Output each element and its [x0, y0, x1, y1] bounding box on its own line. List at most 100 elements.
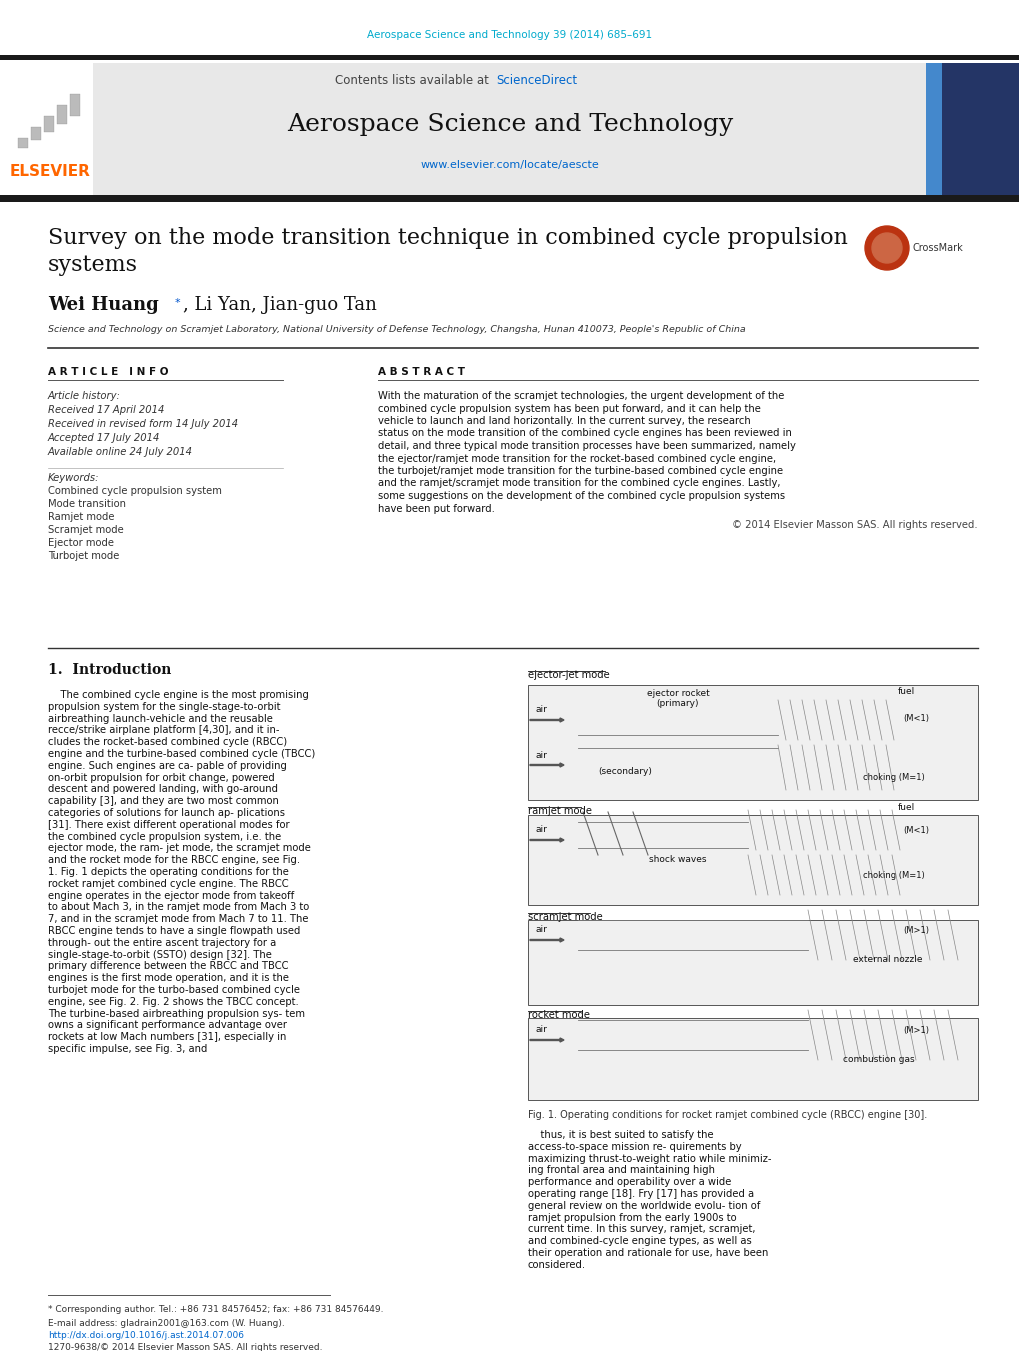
Text: maximizing thrust-to-weight ratio while minimiz-: maximizing thrust-to-weight ratio while …: [528, 1154, 770, 1163]
Bar: [528, 920, 977, 1005]
Text: Keywords:: Keywords:: [48, 473, 100, 484]
Text: descent and powered landing, with go-around: descent and powered landing, with go-aro…: [48, 785, 278, 794]
Bar: [70, 95, 79, 116]
Text: have been put forward.: have been put forward.: [378, 504, 494, 513]
Bar: [0, 195, 1019, 203]
Text: 1270-9638/© 2014 Elsevier Masson SAS. All rights reserved.: 1270-9638/© 2014 Elsevier Masson SAS. Al…: [48, 1343, 322, 1351]
Text: ramjet mode: ramjet mode: [528, 807, 591, 816]
Text: to about Mach 3, in the ramjet mode from Mach 3 to: to about Mach 3, in the ramjet mode from…: [48, 902, 309, 912]
Text: http://dx.doi.org/10.1016/j.ast.2014.07.006: http://dx.doi.org/10.1016/j.ast.2014.07.…: [48, 1332, 244, 1340]
Text: A B S T R A C T: A B S T R A C T: [378, 367, 465, 377]
Text: air: air: [535, 925, 547, 935]
Text: scramjet mode: scramjet mode: [528, 912, 602, 921]
Text: Combined cycle propulsion system: Combined cycle propulsion system: [48, 486, 222, 496]
Text: primary difference between the RBCC and TBCC: primary difference between the RBCC and …: [48, 962, 288, 971]
Text: Article history:: Article history:: [48, 390, 121, 401]
Text: and the ramjet/scramjet mode transition for the combined cycle engines. Lastly,: and the ramjet/scramjet mode transition …: [378, 478, 780, 489]
Text: Turbojet mode: Turbojet mode: [48, 551, 119, 561]
Text: 7, and in the scramjet mode from Mach 7 to 11. The: 7, and in the scramjet mode from Mach 7 …: [48, 915, 308, 924]
Text: current time. In this survey, ramjet, scramjet,: current time. In this survey, ramjet, sc…: [528, 1224, 755, 1235]
Text: ELSEVIER: ELSEVIER: [9, 165, 91, 180]
FancyArrow shape: [530, 717, 564, 721]
Bar: [528, 815, 977, 905]
Text: The combined cycle engine is the most promising: The combined cycle engine is the most pr…: [48, 690, 309, 700]
Text: thus, it is best suited to satisfy the: thus, it is best suited to satisfy the: [528, 1129, 713, 1140]
Text: and combined-cycle engine types, as well as: and combined-cycle engine types, as well…: [528, 1236, 751, 1246]
Text: E-mail address: gladrain2001@163.com (W. Huang).: E-mail address: gladrain2001@163.com (W.…: [48, 1319, 284, 1328]
Text: air: air: [535, 705, 547, 715]
Text: general review on the worldwide evolu- tion of: general review on the worldwide evolu- t…: [528, 1201, 759, 1210]
Text: rockets at low Mach numbers [31], especially in: rockets at low Mach numbers [31], especi…: [48, 1032, 286, 1042]
Text: choking (M=1): choking (M=1): [862, 774, 924, 782]
Text: engine, see Fig. 2. Fig. 2 shows the TBCC concept.: engine, see Fig. 2. Fig. 2 shows the TBC…: [48, 997, 299, 1006]
Text: combined cycle propulsion system has been put forward, and it can help the: combined cycle propulsion system has bee…: [378, 404, 760, 413]
Text: (secondary): (secondary): [597, 767, 651, 777]
Circle shape: [864, 226, 908, 270]
Text: , Li Yan, Jian-guo Tan: , Li Yan, Jian-guo Tan: [182, 296, 376, 313]
Bar: [31, 127, 41, 141]
Text: Available online 24 July 2014: Available online 24 July 2014: [48, 447, 193, 457]
Text: * Corresponding author. Tel.: +86 731 84576452; fax: +86 731 84576449.: * Corresponding author. Tel.: +86 731 84…: [48, 1305, 383, 1315]
Text: detail, and three typical mode transition processes have been summarized, namely: detail, and three typical mode transitio…: [378, 440, 795, 451]
Text: the combined cycle propulsion system, i.e. the: the combined cycle propulsion system, i.…: [48, 832, 281, 842]
Bar: [925, 63, 1019, 195]
Text: through- out the entire ascent trajectory for a: through- out the entire ascent trajector…: [48, 938, 276, 948]
Text: The turbine-based airbreathing propulsion sys- tem: The turbine-based airbreathing propulsio…: [48, 1009, 305, 1019]
Text: Received 17 April 2014: Received 17 April 2014: [48, 405, 164, 415]
Text: and the rocket mode for the RBCC engine, see Fig.: and the rocket mode for the RBCC engine,…: [48, 855, 300, 865]
Bar: [18, 138, 28, 149]
Text: fuel: fuel: [897, 804, 914, 812]
Text: Ramjet mode: Ramjet mode: [48, 512, 114, 521]
Text: status on the mode transition of the combined cycle engines has been reviewed in: status on the mode transition of the com…: [378, 428, 791, 439]
Text: the ejector/ramjet mode transition for the rocket-based combined cycle engine,: the ejector/ramjet mode transition for t…: [378, 454, 775, 463]
Text: Wei Huang: Wei Huang: [48, 296, 159, 313]
Text: the turbojet/ramjet mode transition for the turbine-based combined cycle engine: the turbojet/ramjet mode transition for …: [378, 466, 783, 476]
FancyArrow shape: [530, 1038, 564, 1042]
Text: Aerospace Science and Technology: Aerospace Science and Technology: [286, 113, 733, 136]
Text: Contents lists available at: Contents lists available at: [335, 73, 492, 86]
Text: specific impulse, see Fig. 3, and: specific impulse, see Fig. 3, and: [48, 1044, 207, 1054]
Text: Aerospace Science and Technology 39 (2014) 685–691: Aerospace Science and Technology 39 (201…: [367, 30, 652, 41]
Text: (M<1): (M<1): [902, 825, 928, 835]
Text: ejector-jet mode: ejector-jet mode: [528, 670, 609, 680]
FancyArrow shape: [530, 763, 564, 767]
Text: shock waves: shock waves: [649, 855, 706, 865]
Text: Survey on the mode transition technique in combined cycle propulsion: Survey on the mode transition technique …: [48, 227, 847, 249]
Text: (M<1): (M<1): [902, 713, 928, 723]
Text: CrossMark: CrossMark: [912, 243, 963, 253]
Text: Ejector mode: Ejector mode: [48, 538, 114, 549]
Text: air: air: [535, 825, 547, 835]
Text: categories of solutions for launch ap- plications: categories of solutions for launch ap- p…: [48, 808, 284, 817]
Text: (M>1): (M>1): [902, 925, 928, 935]
Text: 1.  Introduction: 1. Introduction: [48, 663, 171, 677]
Text: airbreathing launch-vehicle and the reusable: airbreathing launch-vehicle and the reus…: [48, 713, 273, 724]
Text: (primary): (primary): [656, 698, 699, 708]
Text: on-orbit propulsion for orbit change, powered: on-orbit propulsion for orbit change, po…: [48, 773, 274, 782]
Text: cludes the rocket-based combined cycle (RBCC): cludes the rocket-based combined cycle (…: [48, 738, 286, 747]
Text: air: air: [535, 1025, 547, 1035]
Text: ejector rocket: ejector rocket: [646, 689, 708, 697]
Text: With the maturation of the scramjet technologies, the urgent development of the: With the maturation of the scramjet tech…: [378, 390, 784, 401]
Text: RBCC engine tends to have a single flowpath used: RBCC engine tends to have a single flowp…: [48, 925, 300, 936]
Text: ing frontal area and maintaining high: ing frontal area and maintaining high: [528, 1166, 714, 1175]
Text: some suggestions on the development of the combined cycle propulsion systems: some suggestions on the development of t…: [378, 490, 785, 501]
Text: Science and Technology on Scramjet Laboratory, National University of Defense Te: Science and Technology on Scramjet Labor…: [48, 326, 745, 335]
Text: access-to-space mission re- quirements by: access-to-space mission re- quirements b…: [528, 1142, 741, 1152]
Text: engine operates in the ejector mode from takeoff: engine operates in the ejector mode from…: [48, 890, 293, 901]
Text: rocket mode: rocket mode: [528, 1011, 589, 1020]
Text: engines is the first mode operation, and it is the: engines is the first mode operation, and…: [48, 973, 288, 984]
Text: vehicle to launch and land horizontally. In the current survey, the research: vehicle to launch and land horizontally.…: [378, 416, 750, 426]
Text: Mode transition: Mode transition: [48, 499, 126, 509]
Text: Fig. 1. Operating conditions for rocket ramjet combined cycle (RBCC) engine [30]: Fig. 1. Operating conditions for rocket …: [528, 1111, 926, 1120]
Text: www.elsevier.com/locate/aescte: www.elsevier.com/locate/aescte: [420, 159, 599, 170]
Text: choking (M=1): choking (M=1): [862, 870, 924, 880]
Bar: [0, 55, 1019, 59]
Text: combustion gas: combustion gas: [842, 1055, 914, 1065]
Text: engine and the turbine-based combined cycle (TBCC): engine and the turbine-based combined cy…: [48, 748, 315, 759]
Text: Scramjet mode: Scramjet mode: [48, 526, 123, 535]
Text: their operation and rationale for use, have been: their operation and rationale for use, h…: [528, 1248, 767, 1258]
Text: 1. Fig. 1 depicts the operating conditions for the: 1. Fig. 1 depicts the operating conditio…: [48, 867, 288, 877]
Text: external nozzle: external nozzle: [852, 955, 921, 965]
Text: ScienceDirect: ScienceDirect: [495, 73, 577, 86]
Text: performance and operability over a wide: performance and operability over a wide: [528, 1177, 731, 1188]
